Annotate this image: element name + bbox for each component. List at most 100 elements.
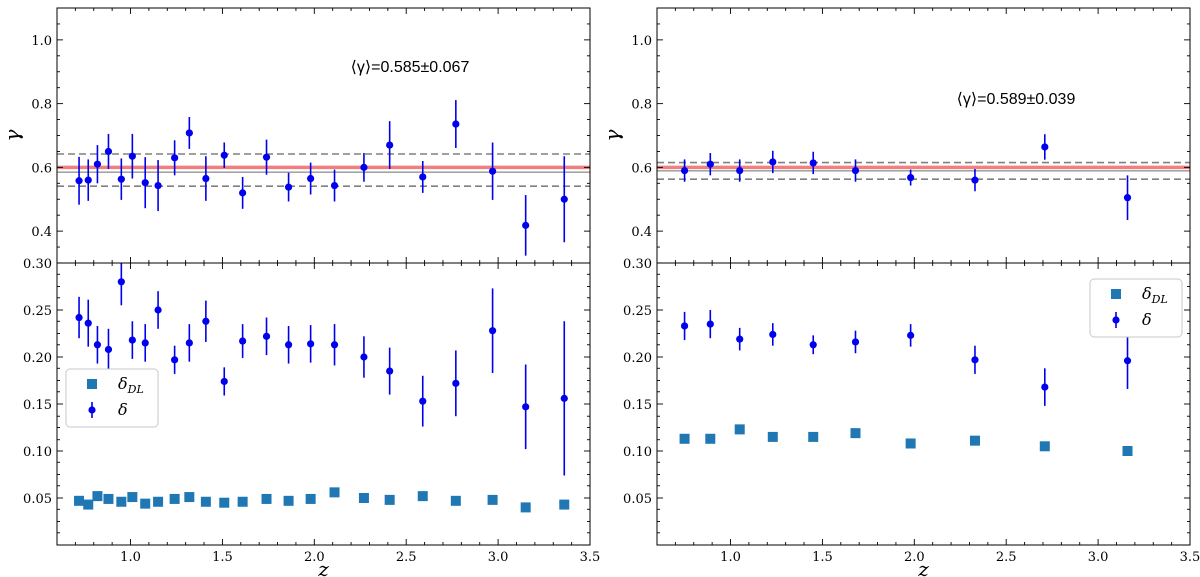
data-point (202, 174, 210, 183)
square-marker (103, 493, 114, 504)
data-point (560, 195, 568, 203)
data-point (769, 330, 777, 339)
data-point (104, 147, 113, 156)
square-marker (283, 495, 294, 506)
data-point (330, 341, 339, 349)
data-layer (75, 100, 568, 256)
data-point (851, 338, 860, 346)
data-point (522, 221, 530, 229)
y-tick-label: 0.25 (623, 304, 652, 319)
data-point (907, 331, 915, 339)
data-point (971, 356, 979, 364)
x-tick-label: 2.0 (904, 550, 925, 565)
legend-box (65, 368, 159, 428)
data-point (851, 166, 860, 175)
data-point (220, 377, 228, 386)
legend-label: δ (118, 400, 128, 419)
data-point (971, 176, 979, 184)
square-marker (487, 494, 498, 505)
data-point (141, 339, 149, 347)
y-tick-label: 0.05 (623, 492, 652, 507)
data-point (75, 177, 83, 185)
square-marker (83, 499, 94, 510)
square-marker (184, 492, 195, 503)
data-point (128, 152, 136, 160)
square-marker (679, 433, 690, 444)
y-tick-label: 0.8 (631, 98, 652, 113)
data-point (202, 317, 210, 325)
data-point (171, 356, 179, 364)
square-marker (305, 493, 316, 504)
square-marker (329, 487, 340, 498)
x-tick-label: 2.5 (996, 550, 1017, 565)
square-marker (1122, 446, 1133, 456)
data-point (307, 340, 315, 348)
y-tick-label: 0.6 (31, 161, 52, 176)
data-point (706, 160, 714, 168)
data-point (1041, 143, 1049, 151)
panel-bottom-left: 1.0 1.5 2.0 2.5 3.0 3.5 0.05 0.10 0.15 0.20 0.25 0.… (23, 257, 600, 577)
data-point (185, 339, 193, 347)
data-point (154, 306, 162, 314)
square-marker (767, 431, 778, 442)
panel-top-right: 0.4 0.6 0.8 1.0 γ ⟨γ⟩=0.589±0.039 (600, 7, 1191, 264)
square-marker (92, 491, 103, 502)
square-marker (74, 495, 85, 506)
mean-annotation: ⟨γ⟩=0.585±0.067 (351, 59, 470, 76)
data-point (386, 141, 394, 149)
data-layer (74, 263, 570, 513)
y-tick-label: 0.15 (623, 398, 652, 413)
data-point (386, 367, 394, 375)
data-point (239, 337, 247, 345)
y-tick-label: 0.15 (23, 398, 52, 413)
data-point (680, 322, 689, 330)
square-marker (905, 438, 916, 449)
x-axis-title: z (317, 557, 329, 577)
data-point (104, 345, 113, 354)
square-marker (705, 433, 716, 444)
data-point (330, 181, 339, 190)
axes-frame (656, 7, 1191, 264)
legend-square-marker (87, 379, 97, 389)
data-point (117, 278, 125, 286)
square-marker (850, 428, 861, 439)
square-marker (808, 431, 819, 442)
data-point (360, 163, 368, 171)
square-marker (153, 496, 164, 507)
square-marker (969, 435, 980, 446)
data-point (360, 353, 368, 361)
legend-point-marker (1112, 316, 1120, 324)
data-point (488, 327, 497, 335)
data-layer (680, 134, 1132, 220)
square-marker (261, 493, 272, 504)
square-marker (450, 495, 461, 506)
square-marker (417, 491, 428, 502)
legend-square-marker (1111, 289, 1121, 299)
data-point (84, 319, 92, 327)
data-point (262, 153, 271, 161)
x-tick-label: 3.5 (1180, 550, 1200, 565)
y-tick-label: 0.10 (23, 445, 52, 460)
x-tick-label: 3.0 (1088, 550, 1109, 565)
data-point (560, 394, 568, 402)
y-tick-label: 0.20 (23, 351, 52, 366)
data-point (419, 173, 427, 181)
data-point (185, 129, 193, 137)
data-point (307, 174, 315, 183)
y-tick-label: 0.30 (23, 257, 52, 272)
legend-point-marker (88, 406, 96, 414)
data-point (84, 176, 92, 184)
x-tick-label: 2.0 (304, 550, 325, 565)
legend-label: δ (1142, 310, 1152, 329)
y-tick-label: 0.30 (623, 257, 652, 272)
square-marker (520, 502, 531, 513)
y-axis-title: γ (600, 129, 624, 141)
square-marker (559, 499, 570, 510)
y-tick-label: 0.4 (631, 225, 652, 240)
data-point (284, 183, 293, 191)
data-point (907, 173, 915, 182)
data-point (736, 335, 744, 343)
data-point (452, 379, 460, 387)
legend-label-subscript: DL (1151, 293, 1168, 306)
